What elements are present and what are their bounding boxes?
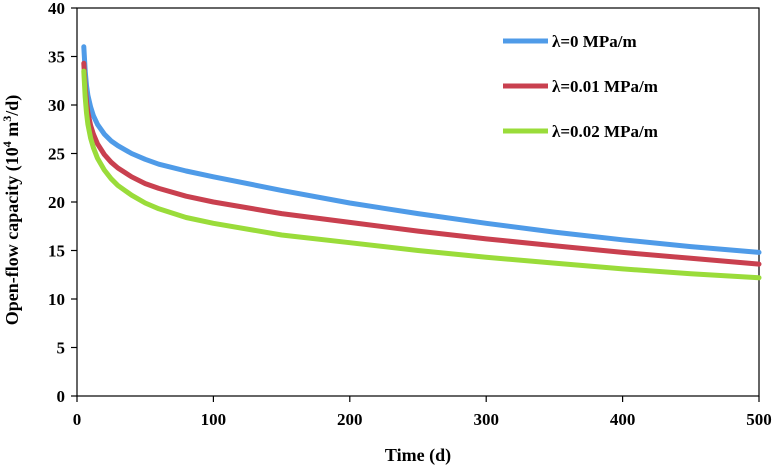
y-tick-label: 30 [48,96,65,115]
y-tick-label: 0 [57,387,66,406]
y-axis-title-sup2: 3 [0,116,14,122]
y-tick-label: 5 [57,339,66,358]
plot-border [76,7,760,397]
x-tick-label: 400 [610,410,636,429]
x-axis: 0 100 200 300 400 500 [73,396,772,429]
legend-label-1: λ=0.01 MPa/m [552,77,658,96]
y-axis-title: Open-flow capacity (104 m3/d) [0,95,23,326]
x-tick-label: 200 [337,410,363,429]
y-tick-label: 40 [48,0,65,18]
legend-label-2: λ=0.02 MPa/m [552,122,658,141]
y-tick-label: 25 [48,145,65,164]
y-axis-title-end: /d) [2,95,23,117]
y-tick-label: 20 [48,193,65,212]
y-axis-title-sup: 4 [0,141,14,147]
legend-label-0: λ=0 MPa/m [552,32,637,51]
x-tick-label: 100 [201,410,227,429]
y-axis-title-mid: m [2,122,22,142]
y-axis: 0 5 10 15 20 25 30 35 40 [48,0,77,406]
series-lines [81,44,762,281]
y-axis-title-main: Open-flow capacity (10 [2,147,23,325]
x-tick-label: 500 [746,410,772,429]
y-tick-label: 35 [48,48,65,67]
x-axis-title: Time (d) [385,445,451,466]
x-tick-label: 0 [73,410,82,429]
plot-area [76,7,760,397]
series-line-2 [81,68,762,281]
series-line-0 [81,44,762,255]
legend: λ=0 MPa/m λ=0.01 MPa/m λ=0.02 MPa/m [503,32,658,141]
x-tick-label: 300 [473,410,499,429]
y-tick-label: 10 [48,290,65,309]
y-tick-label: 15 [48,242,65,261]
